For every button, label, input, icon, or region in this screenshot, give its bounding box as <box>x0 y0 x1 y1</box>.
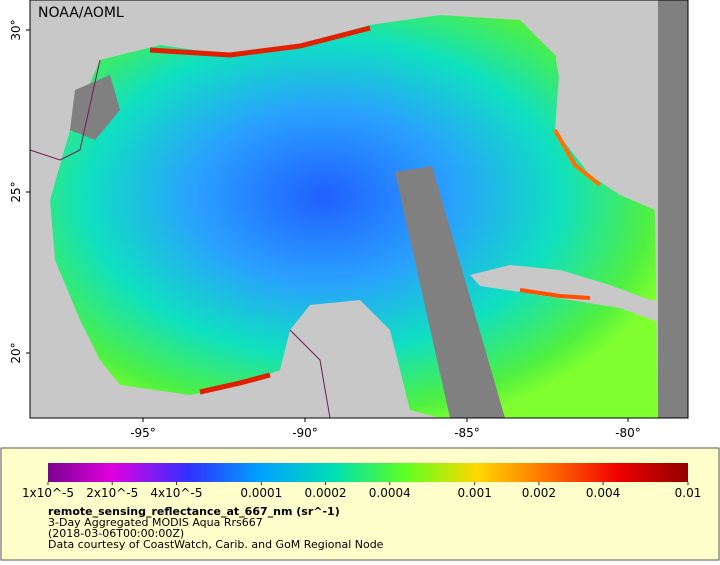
axes: 30° 25° 20° -95° -90° -85° -80° <box>9 19 641 440</box>
no-data <box>395 166 505 418</box>
legend-variable: remote_sensing_reflectance_at_667_nm (sr… <box>48 505 340 518</box>
coastal-high <box>149 25 371 58</box>
legend-line: (2018-03-06T00:00:00Z) <box>48 527 184 540</box>
lon-label: -85° <box>454 426 480 440</box>
colorbar-label: 0.001 <box>457 486 491 500</box>
colorbar-label: 2x10^-5 <box>86 486 138 500</box>
colorbar-label: 0.0001 <box>240 486 282 500</box>
lon-label: -90° <box>292 426 318 440</box>
lon-label: -95° <box>130 426 156 440</box>
coastal-high <box>553 129 602 187</box>
coastal-high <box>199 372 271 395</box>
no-data <box>70 75 120 140</box>
no-data <box>658 0 688 418</box>
lon-label: -80° <box>615 426 641 440</box>
colorbar-ticks: 1x10^-5 2x10^-5 4x10^-5 0.0001 0.0002 0.0004 0… <box>22 482 701 500</box>
coastal-high <box>519 288 591 300</box>
legend-line: Data courtesy of CoastWatch, Carib. and … <box>48 538 384 551</box>
land <box>470 265 658 322</box>
colorbar <box>48 463 688 482</box>
colorbar-label: 0.004 <box>586 486 620 500</box>
colorbar-label: 4x10^-5 <box>150 486 202 500</box>
lat-label: 30° <box>9 19 23 40</box>
ocean <box>50 15 658 418</box>
land <box>556 0 658 205</box>
legend-line: 3-Day Aggregated MODIS Aqua Rrs667 <box>48 516 263 529</box>
colorbar-label: 0.0002 <box>305 486 347 500</box>
colorbar-label: 1x10^-5 <box>22 486 74 500</box>
border <box>289 329 331 419</box>
colorbar-label: 0.002 <box>522 486 556 500</box>
lat-label: 25° <box>9 181 23 202</box>
colorbar-label: 0.01 <box>675 486 702 500</box>
colorbar-label: 0.0004 <box>369 486 411 500</box>
map-area: NOAA/AOML <box>29 0 689 419</box>
lat-label: 20° <box>9 342 23 363</box>
border <box>29 59 101 161</box>
map-frame <box>29 0 689 419</box>
map-title: NOAA/AOML <box>38 5 124 21</box>
